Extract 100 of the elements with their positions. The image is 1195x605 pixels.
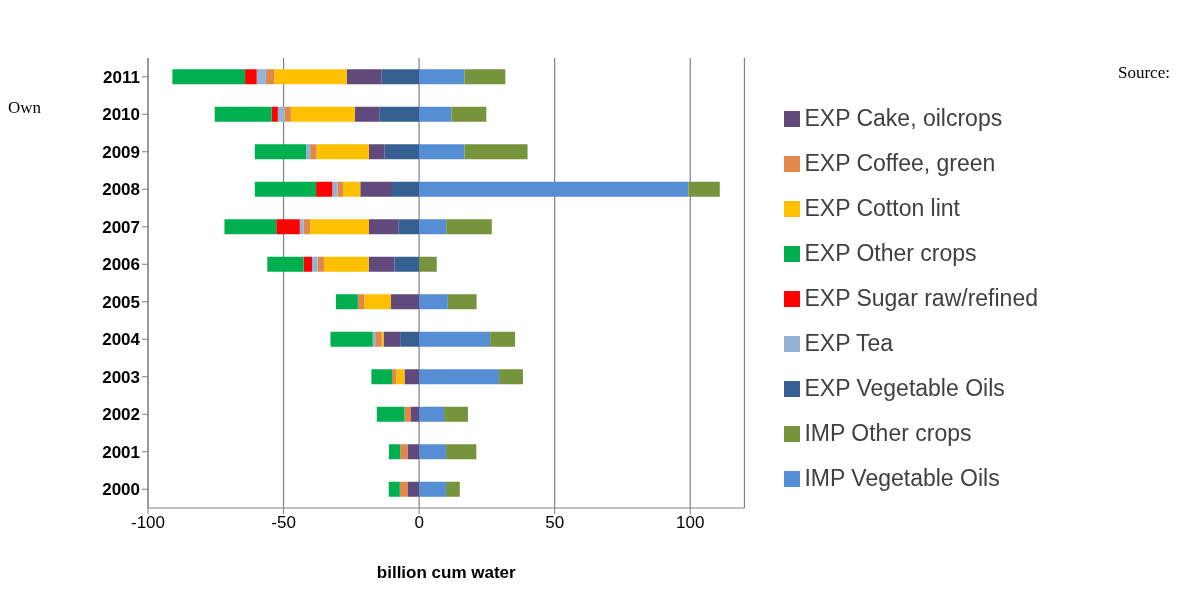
bar — [364, 294, 391, 310]
bar — [446, 219, 492, 235]
bar — [254, 181, 317, 197]
bar — [490, 331, 516, 347]
bar — [214, 106, 272, 122]
bar — [316, 181, 333, 197]
x-tick-label: -100 — [130, 513, 166, 533]
source-note: Source: — [1118, 63, 1170, 83]
bar — [332, 181, 338, 197]
bar — [404, 369, 420, 385]
bar — [419, 406, 445, 422]
bar — [323, 256, 369, 272]
y-tick-label: 2010 — [102, 105, 140, 125]
bar — [499, 369, 523, 385]
bar — [284, 106, 291, 122]
bar — [303, 256, 313, 272]
bar — [306, 144, 311, 160]
legend-label: EXP Other crops — [804, 239, 977, 266]
bar — [445, 481, 460, 497]
y-tick-label: 2008 — [102, 180, 140, 200]
bar — [381, 69, 420, 85]
legend-label: EXP Coffee, green — [804, 149, 996, 176]
y-tick-label: 2003 — [102, 367, 140, 387]
bar — [335, 294, 358, 310]
bar — [337, 181, 343, 197]
legend-label: IMP Vegetable Oils — [804, 464, 1000, 491]
bar — [371, 369, 392, 385]
text: Own — [8, 98, 42, 118]
bar — [376, 406, 405, 422]
legend-label: EXP Cotton lint — [804, 194, 961, 221]
legend-label: EXP Tea — [804, 329, 894, 356]
bar — [368, 144, 385, 160]
bar — [276, 219, 300, 235]
bar — [396, 369, 405, 385]
bar — [398, 219, 420, 235]
y-tick-label: 2011 — [103, 67, 140, 87]
bar — [464, 144, 528, 160]
bar — [419, 219, 447, 235]
bar — [392, 181, 420, 197]
legend-label: IMP Other crops — [804, 419, 972, 446]
bar — [419, 69, 465, 85]
bar — [354, 106, 380, 122]
bar — [310, 219, 369, 235]
bar — [256, 69, 266, 85]
y-tick-label: 2009 — [102, 142, 140, 162]
bar — [419, 106, 452, 122]
y-tick-label: 2001 — [102, 442, 140, 462]
bar — [445, 444, 477, 460]
bar — [330, 331, 373, 347]
bar — [254, 144, 307, 160]
bar — [390, 294, 420, 310]
bar — [419, 256, 437, 272]
y-tick-label: 2002 — [102, 405, 140, 425]
bar — [419, 331, 491, 347]
bar — [274, 69, 347, 85]
bar — [447, 294, 477, 310]
bar — [346, 69, 382, 85]
bar — [407, 444, 420, 460]
bar — [277, 106, 285, 122]
bar — [419, 444, 446, 460]
bar — [267, 256, 304, 272]
y-tick-label: 2005 — [102, 292, 140, 312]
bar — [408, 481, 420, 497]
y-tick-label: 2007 — [102, 217, 140, 237]
bar — [394, 256, 420, 272]
bar — [419, 481, 446, 497]
bar — [245, 69, 257, 85]
bar — [271, 106, 278, 122]
bar — [419, 294, 448, 310]
bar — [410, 406, 420, 422]
legend-label: EXP Sugar raw/refined — [804, 284, 1038, 311]
bar — [688, 181, 720, 197]
bar — [419, 369, 500, 385]
bar — [384, 144, 420, 160]
bar — [399, 481, 408, 497]
bar — [310, 144, 317, 160]
bar — [265, 69, 275, 85]
bar — [375, 331, 382, 347]
bar — [464, 69, 506, 85]
bar — [419, 181, 689, 197]
x-tick-label: 100 — [676, 513, 705, 533]
bar — [383, 331, 401, 347]
y-tick-label: 2004 — [102, 330, 141, 350]
bar — [368, 219, 399, 235]
bar — [388, 481, 400, 497]
bar — [303, 219, 311, 235]
y-tick-label: 2000 — [102, 480, 140, 500]
x-tick-label: 0 — [414, 513, 424, 533]
bar — [290, 106, 355, 122]
bar — [419, 144, 465, 160]
bar — [224, 219, 277, 235]
bar — [299, 219, 304, 235]
bar — [312, 256, 318, 272]
bar — [368, 256, 395, 272]
bar — [392, 369, 397, 385]
bar — [444, 406, 468, 422]
x-tick-label: -50 — [271, 513, 296, 533]
bar — [451, 106, 487, 122]
bar — [400, 444, 408, 460]
bar — [317, 256, 324, 272]
